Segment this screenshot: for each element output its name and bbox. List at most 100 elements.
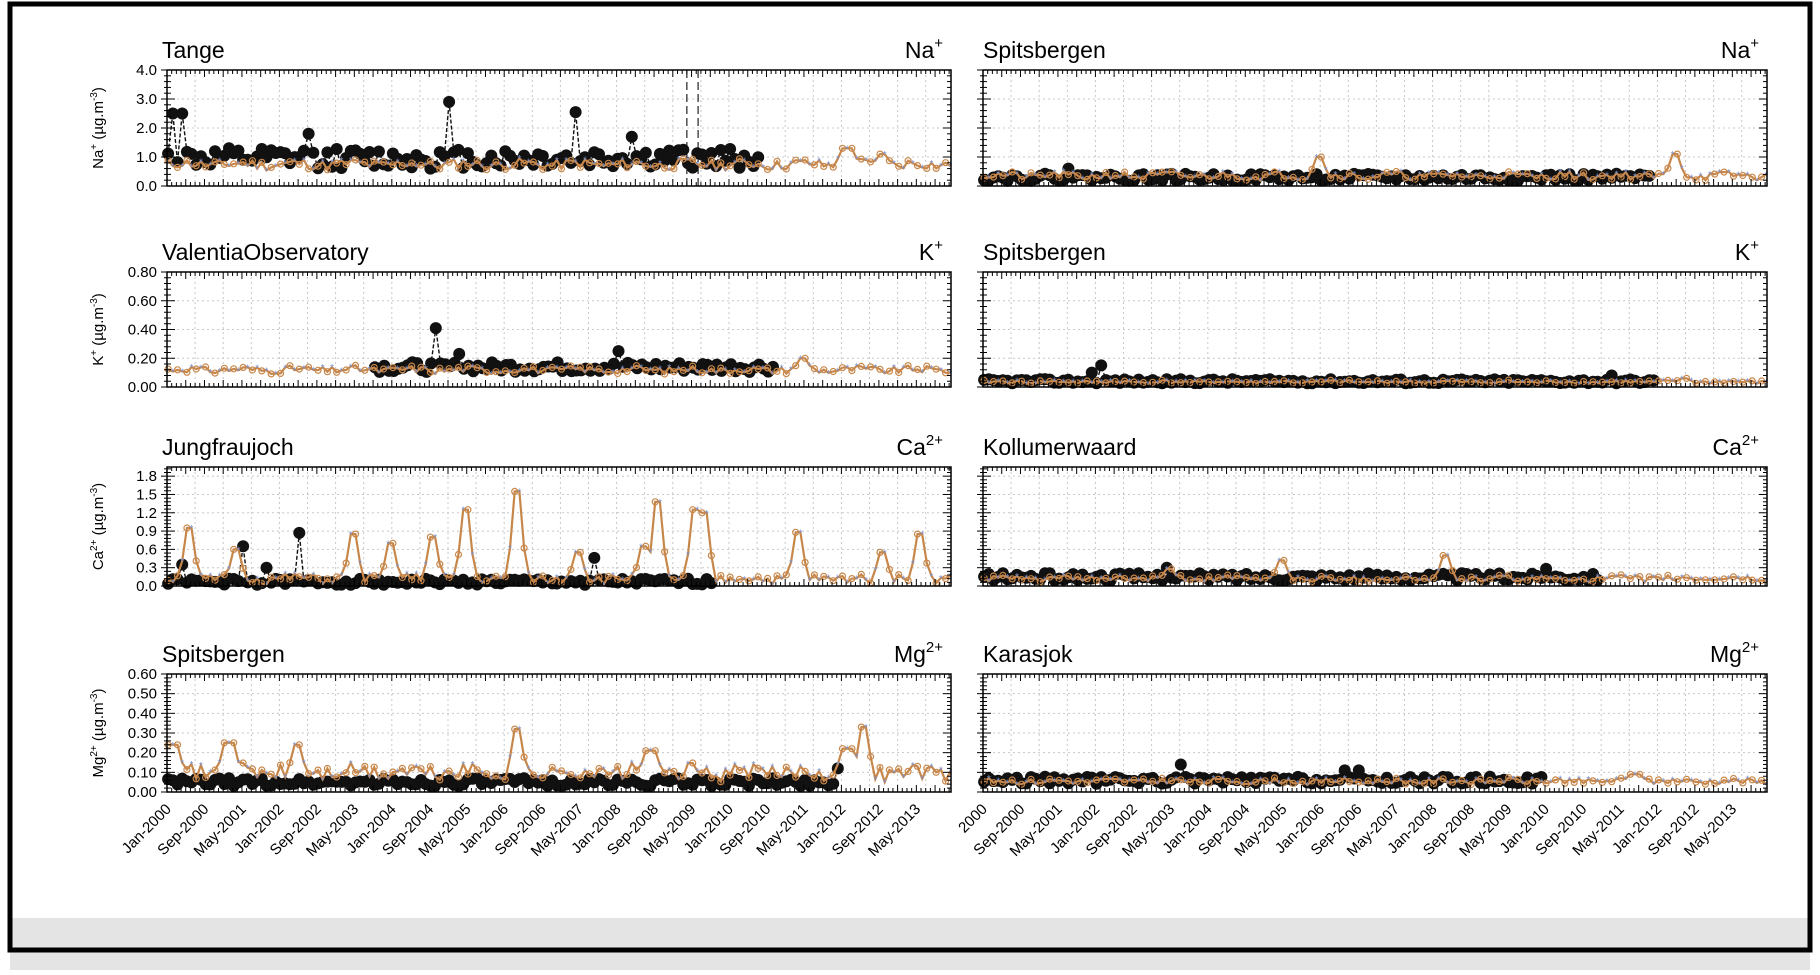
observed-point xyxy=(430,322,442,334)
y-axis-label-close: ) xyxy=(90,483,107,488)
model-star: * xyxy=(789,558,793,569)
model-star: * xyxy=(527,569,531,580)
panel-title: Tange xyxy=(162,37,225,63)
model-star: * xyxy=(901,773,905,784)
observed-point xyxy=(373,146,385,158)
model-star: * xyxy=(190,163,194,174)
y-tick-label: 0.0 xyxy=(136,578,157,595)
model-star: * xyxy=(508,753,512,764)
model-star: * xyxy=(630,571,634,582)
model-star: * xyxy=(321,158,325,169)
observed-point xyxy=(626,131,638,143)
observed-point xyxy=(453,348,465,360)
model-star: * xyxy=(780,773,784,784)
model-star: * xyxy=(1071,168,1075,179)
observed-point xyxy=(570,106,582,118)
model-star: * xyxy=(424,770,428,781)
model-star: * xyxy=(321,775,325,786)
panel-title: Spitsbergen xyxy=(983,37,1106,63)
model-star: * xyxy=(293,570,297,581)
observed-point xyxy=(261,562,273,574)
model-star: * xyxy=(246,162,250,173)
y-tick-label: 0.80 xyxy=(128,264,157,281)
model-star: * xyxy=(424,560,428,571)
y-axis-label-unit: (µg.m xyxy=(90,101,107,144)
model-star: * xyxy=(461,760,465,771)
model-star: * xyxy=(274,370,278,381)
species-sup: + xyxy=(934,237,943,254)
model-star: * xyxy=(1596,172,1600,183)
model-star: * xyxy=(1614,169,1618,180)
model-star: * xyxy=(620,775,624,786)
panel-title: Spitsbergen xyxy=(983,239,1106,265)
y-axis-label-unit: (µg.m xyxy=(90,497,107,540)
model-star: * xyxy=(873,775,877,786)
model-star: * xyxy=(883,778,887,789)
model-star: * xyxy=(770,763,774,774)
model-star: * xyxy=(1521,170,1525,181)
y-axis-label-unit: (µg.m xyxy=(90,307,107,350)
y-tick-label: 0.60 xyxy=(128,293,157,310)
model-star: * xyxy=(1062,167,1066,178)
model-star: * xyxy=(630,759,634,770)
observed-point xyxy=(307,147,319,159)
model-star: * xyxy=(667,572,671,583)
observed-point xyxy=(640,147,652,159)
model-star: * xyxy=(1174,168,1178,179)
model-star: * xyxy=(705,509,709,520)
model-star: * xyxy=(255,165,259,176)
model-star: * xyxy=(761,364,765,375)
model-star: * xyxy=(546,364,550,375)
model-star: * xyxy=(368,772,372,783)
model-star: * xyxy=(639,761,643,772)
model-star: * xyxy=(1568,168,1572,179)
model-star: * xyxy=(855,753,859,764)
model-star: * xyxy=(592,773,596,784)
model-star: * xyxy=(639,159,643,170)
observed-point xyxy=(176,108,188,120)
model-star: * xyxy=(939,766,943,777)
y-tick-label: 0.0 xyxy=(136,178,157,195)
species-sup: + xyxy=(934,35,943,52)
model-star: * xyxy=(218,758,222,769)
model-star: * xyxy=(349,156,353,167)
panel-title: ValentiaObservatory xyxy=(162,239,369,265)
model-star: * xyxy=(930,572,934,583)
model-star: * xyxy=(555,767,559,778)
model-star: * xyxy=(611,768,615,779)
observed-point xyxy=(331,143,343,155)
y-axis-label-close: ) xyxy=(90,293,107,298)
model-star: * xyxy=(1090,171,1094,182)
model-star: * xyxy=(705,764,709,775)
model-star: * xyxy=(864,723,868,734)
model-star: * xyxy=(405,771,409,782)
model-star: * xyxy=(770,165,774,176)
species-sup: 2+ xyxy=(926,432,943,449)
model-star: * xyxy=(1165,168,1169,179)
species-main: Ca xyxy=(1712,434,1742,460)
model-star: * xyxy=(911,559,915,570)
model-star: * xyxy=(705,163,709,174)
model-star: * xyxy=(1436,567,1440,578)
observed-point xyxy=(588,552,600,564)
model-star: * xyxy=(845,363,849,374)
model-star: * xyxy=(180,162,184,173)
observed-point xyxy=(1095,359,1107,371)
observed-point xyxy=(443,96,455,108)
model-star: * xyxy=(658,498,662,509)
model-star: * xyxy=(798,528,802,539)
model-star: * xyxy=(227,564,231,575)
y-tick-label: 1.0 xyxy=(136,149,157,166)
model-star: * xyxy=(901,164,905,175)
y-axis-label-sup: 2+ xyxy=(89,539,100,551)
model-star: * xyxy=(583,156,587,167)
model-star: * xyxy=(920,775,924,786)
model-star: * xyxy=(180,557,184,568)
model-star: * xyxy=(649,163,653,174)
y-tick-label: 1.2 xyxy=(136,505,157,522)
species-main: Ca xyxy=(896,434,926,460)
model-star: * xyxy=(358,158,362,169)
model-star: * xyxy=(255,364,259,375)
